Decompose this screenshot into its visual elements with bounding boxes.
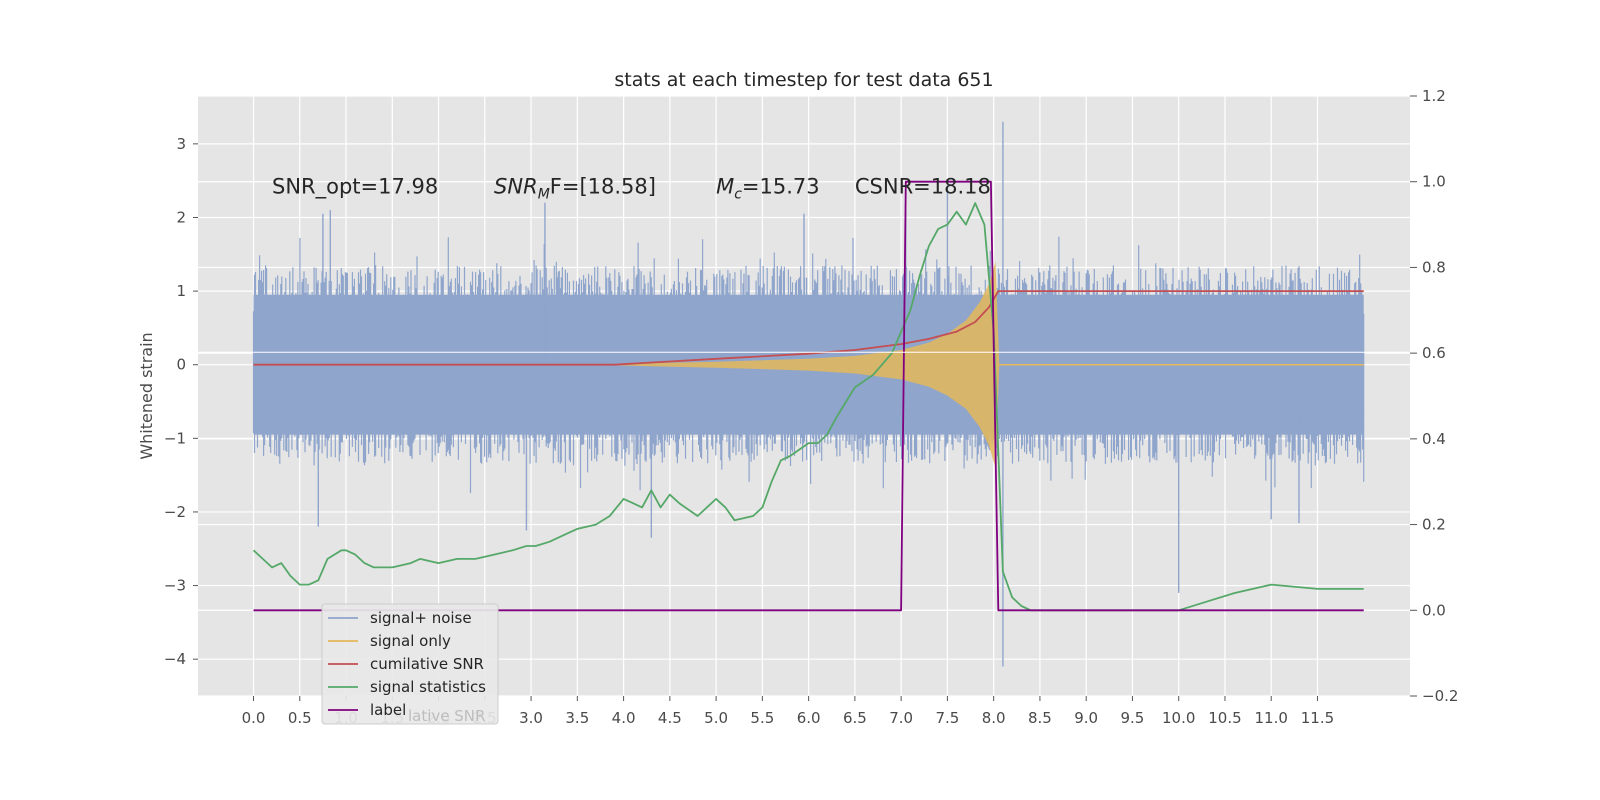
y2-tick-label: 0.8 <box>1422 258 1446 276</box>
x-tick-label: 6.0 <box>797 709 821 727</box>
y-axis-left: 3 2 1 0 −1 −2 −3 −4 <box>164 135 198 668</box>
x-tick-label: 8.0 <box>982 709 1006 727</box>
x-tick-label: 7.0 <box>889 709 913 727</box>
x-tick-label: 8.5 <box>1028 709 1052 727</box>
annotation-text: SNR_opt=17.98 <box>272 174 438 199</box>
x-tick-label: 9.5 <box>1121 709 1145 727</box>
x-tick-label: 5.5 <box>750 709 774 727</box>
x-tick-label: 6.5 <box>843 709 867 727</box>
annotation-text: CSNR=18.18 <box>855 174 991 198</box>
y-axis-right: 1.2 1.0 0.8 0.6 0.4 0.2 0.0 −0.2 <box>1410 87 1458 705</box>
chirp-envelope <box>614 261 1000 468</box>
legend-label: cumilative SNR <box>370 655 484 673</box>
legend-label: signal only <box>370 632 451 650</box>
series-line <box>252 202 1364 612</box>
x-tick-label: 3.0 <box>519 709 543 727</box>
y-tick-label: 3 <box>176 135 186 153</box>
x-tick-label: 4.0 <box>612 709 636 727</box>
x-tick-label: 10.5 <box>1208 709 1241 727</box>
series-signal-only <box>614 261 1364 468</box>
y2-tick-label: 0.0 <box>1422 601 1446 619</box>
legend-box <box>321 603 499 725</box>
x-tick-label: 9.0 <box>1074 709 1098 727</box>
y-axis-label: Whitened strain <box>137 332 156 459</box>
annotation-text: Mc=15.73 <box>716 174 820 202</box>
series-line <box>253 180 1364 612</box>
x-tick-label: 0.5 <box>288 709 312 727</box>
annotation-text: SNRMF=[18.58] <box>494 174 656 202</box>
y-tick-label: −2 <box>164 503 186 521</box>
x-tick-label: 4.5 <box>658 709 682 727</box>
chart-title: stats at each timestep for test data 651 <box>614 69 993 91</box>
y-tick-label: −4 <box>164 650 186 668</box>
x-tick-label: 5.0 <box>704 709 728 727</box>
x-tick-label: 10.0 <box>1162 709 1195 727</box>
legend-label: signal statistics <box>370 678 486 696</box>
y2-tick-label: 0.4 <box>1422 430 1446 448</box>
y2-tick-label: 0.6 <box>1422 344 1446 362</box>
y2-tick-label: 1.0 <box>1422 173 1446 191</box>
y-tick-label: 1 <box>176 282 186 300</box>
y-tick-label: 2 <box>176 208 186 226</box>
x-tick-label: 7.5 <box>935 709 959 727</box>
y-tick-label: −3 <box>164 577 186 595</box>
y2-tick-label: 0.2 <box>1422 516 1446 534</box>
y-tick-label: −1 <box>164 429 186 447</box>
x-tick-label: 11.0 <box>1255 709 1288 727</box>
x-tick-label: 0.0 <box>242 709 266 727</box>
series-layer <box>198 121 1410 667</box>
series-signal-statistics <box>252 202 1364 612</box>
series-label <box>253 180 1364 612</box>
x-tick-label: 11.5 <box>1301 709 1334 727</box>
y2-tick-label: −0.2 <box>1422 687 1458 705</box>
legend-label: signal+ noise <box>370 609 472 627</box>
y-tick-label: 0 <box>176 356 186 374</box>
x-tick-label: 3.5 <box>565 709 589 727</box>
annotations: SNR_opt=17.98 SNRMF=[18.58] Mc=15.73 CSNR=1… <box>272 174 991 202</box>
legend: lative SNR signal+ noise signal only cumila… <box>321 603 499 725</box>
y2-tick-label: 1.2 <box>1422 87 1446 105</box>
legend-label: label <box>370 701 406 719</box>
legend-ghost-text: lative SNR <box>408 707 485 725</box>
